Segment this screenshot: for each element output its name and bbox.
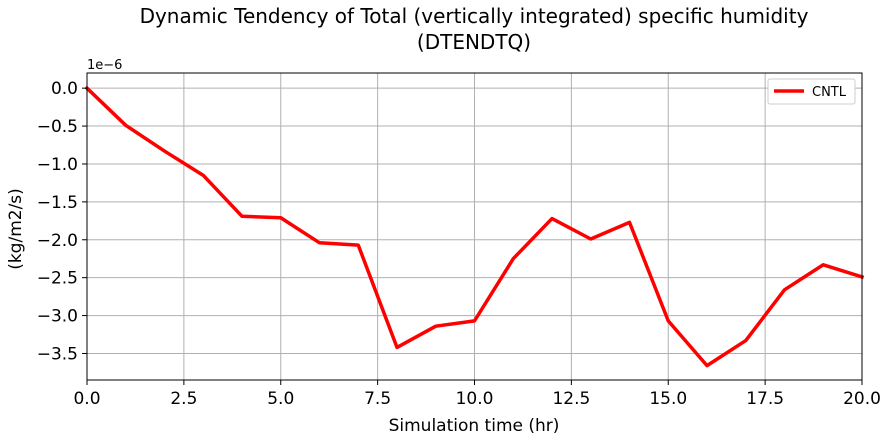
x-tick-label: 7.5 [364,389,391,409]
legend: CNTL [767,78,856,105]
y-tick-label: −1.5 [37,193,78,213]
chart-title-line1: Dynamic Tendency of Total (vertically in… [140,4,809,28]
x-tick-label: 2.5 [170,389,197,409]
x-tick-label: 12.5 [552,389,590,409]
legend-label-cntl: CNTL [812,85,847,100]
x-tick-label: 15.0 [649,389,687,409]
y-tick-label: −2.0 [37,231,78,251]
y-tick-label: −3.5 [37,344,78,364]
x-tick-label: 5.0 [267,389,294,409]
x-ticks: 0.0 2.5 5.0 7.5 10.0 12.5 15.0 17.5 20.0 [73,380,881,409]
y-tick-label: −1.0 [37,155,78,175]
y-axis-label: (kg/m2/s) [6,188,26,270]
x-tick-label: 10.0 [456,389,494,409]
y-tick-label: −0.5 [37,117,78,137]
y-tick-label: 0.0 [51,79,78,99]
chart-title-line2: (DTENDTQ) [417,30,531,54]
y-tick-label: −2.5 [37,269,78,289]
series-line-cntl [84,85,865,368]
x-tick-label: 17.5 [746,389,784,409]
x-tick-label: 0.0 [73,389,100,409]
x-tick-label: 20.0 [843,389,881,409]
series-group [84,85,865,368]
grid [86,73,863,380]
legend-box [767,78,856,105]
x-axis-label: Simulation time (hr) [389,416,560,436]
y-tick-label: −3.0 [37,307,78,327]
y-ticks: 0.0 −0.5 −1.0 −1.5 −2.0 −2.5 −3.0 −3.5 [37,79,87,364]
y-offset-label: 1e−6 [87,58,122,73]
